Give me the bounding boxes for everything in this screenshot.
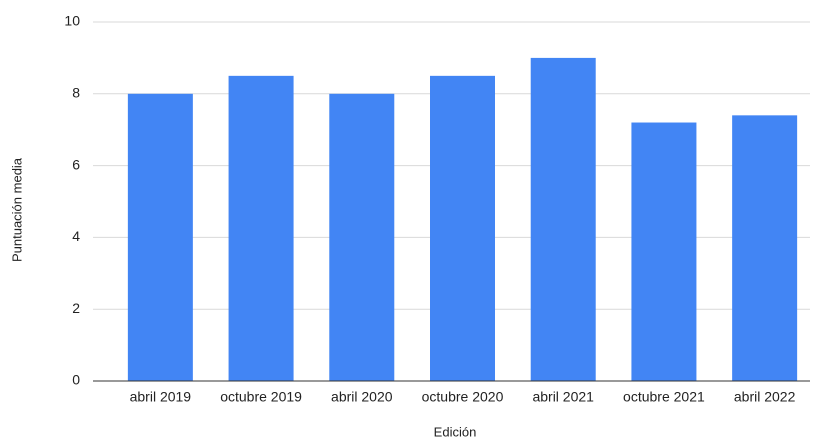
x-tick-label: octubre 2020 bbox=[422, 389, 504, 405]
x-axis-title: Edición bbox=[434, 424, 477, 439]
x-tick-label: abril 2021 bbox=[532, 389, 594, 405]
y-tick-label: 8 bbox=[72, 85, 80, 101]
y-tick-label: 10 bbox=[64, 13, 80, 29]
bar bbox=[228, 75, 294, 381]
x-tick-label: abril 2020 bbox=[331, 389, 393, 405]
bar bbox=[127, 93, 193, 382]
bar bbox=[329, 93, 395, 382]
y-axis-title: Puntuación media bbox=[9, 157, 24, 262]
bar bbox=[631, 122, 697, 382]
x-tick-label: abril 2019 bbox=[130, 389, 192, 405]
x-tick-label: abril 2022 bbox=[734, 389, 796, 405]
bar bbox=[430, 75, 495, 381]
y-tick-label: 6 bbox=[72, 156, 80, 172]
y-tick-label: 0 bbox=[72, 372, 80, 388]
y-tick-label: 4 bbox=[72, 228, 80, 244]
bar bbox=[530, 57, 596, 382]
x-tick-label: octubre 2019 bbox=[220, 389, 302, 405]
x-tick-label: octubre 2021 bbox=[623, 389, 705, 405]
y-tick-label: 2 bbox=[72, 300, 80, 316]
bar bbox=[732, 115, 798, 381]
